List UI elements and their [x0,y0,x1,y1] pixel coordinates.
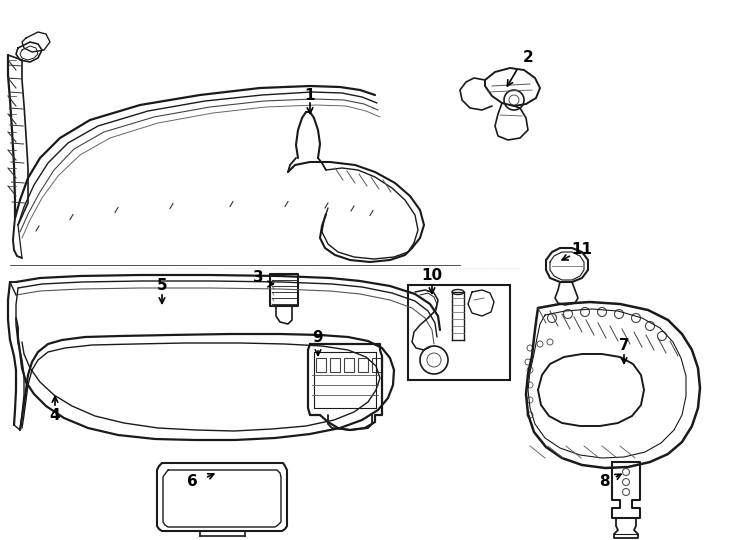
Bar [358,358,368,372]
Text: 8: 8 [599,475,609,489]
Bar [316,358,326,372]
Text: 3: 3 [252,271,264,286]
Bar [344,358,354,372]
Text: 11: 11 [572,242,592,258]
Text: 5: 5 [156,278,167,293]
Bar [408,285,510,380]
Bar [372,358,382,372]
Text: 10: 10 [421,267,443,282]
Text: 9: 9 [313,330,323,346]
Text: 2: 2 [523,51,534,65]
Text: 4: 4 [50,408,60,422]
Text: 6: 6 [186,475,197,489]
Text: 1: 1 [305,87,315,103]
Text: 7: 7 [619,338,629,353]
Bar [330,358,340,372]
